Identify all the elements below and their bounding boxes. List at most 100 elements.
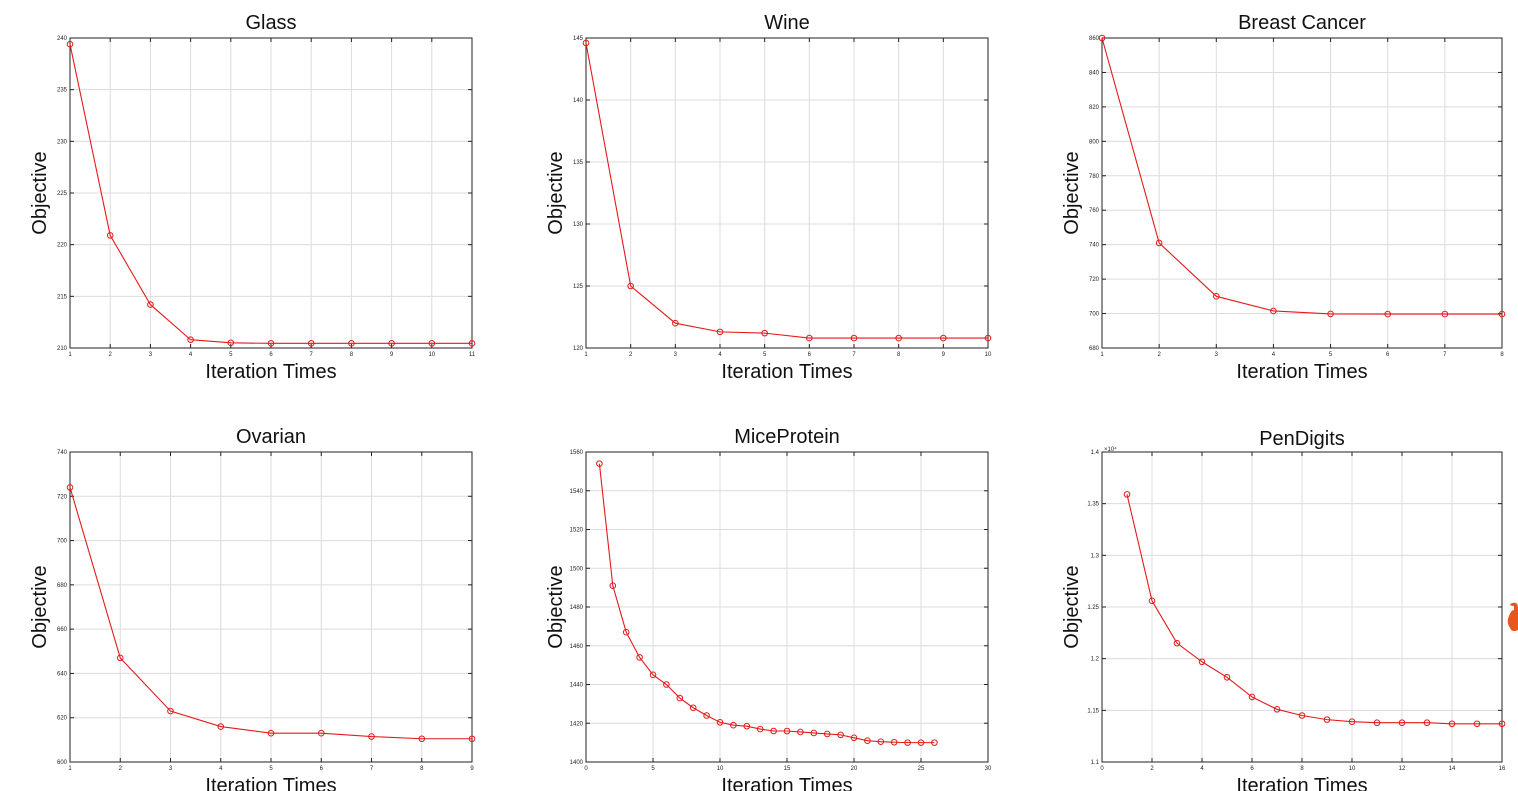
y-tick-label: 225 (57, 191, 68, 197)
x-tick-label: 7 (370, 766, 374, 772)
y-tick-label: 620 (57, 716, 68, 722)
x-tick-label: 3 (149, 352, 153, 358)
x-axis-label: Iteration Times (721, 775, 852, 791)
data-point (850, 734, 858, 742)
x-tick-label: 4 (1272, 352, 1276, 358)
chart-panels: 1 2 3 4 5 6 7 8 9 10 11210215220225230235240GlassI… (29, 12, 1506, 791)
y-tick-label: 740 (1089, 243, 1100, 249)
x-tick-label: 5 (651, 766, 655, 772)
data-point (1248, 693, 1256, 701)
data-point (627, 282, 634, 290)
data-point (1384, 310, 1392, 318)
x-tick-label: 10 (717, 766, 724, 772)
x-tick-label: 9 (942, 352, 946, 358)
data-point (1098, 34, 1106, 42)
data-point (596, 460, 603, 467)
data-point (672, 319, 679, 327)
data-point (428, 340, 436, 347)
x-tick-label: 30 (985, 766, 992, 772)
x-tick-label: 1 (584, 352, 588, 358)
x-tick-label: 7 (1443, 352, 1447, 358)
chart-panel-2: 1 2 3 4 5 6 7 8 9 10 120 125 130 135 140 145 Wine Iterati… (545, 12, 992, 383)
y-tick-label: 1540 (570, 489, 584, 495)
y-tick-label: 720 (57, 494, 68, 500)
x-tick-label: 25 (918, 766, 925, 772)
y-tick-label: 235 (57, 88, 68, 94)
x-tick-label: 6 (808, 352, 812, 358)
y-tick-label: 1420 (570, 721, 584, 727)
data-point (1298, 712, 1306, 719)
data-point (890, 738, 898, 746)
y-tick-label: 820 (1089, 105, 1100, 111)
data-point (636, 654, 643, 661)
data-point (317, 729, 325, 737)
x-tick-label: 10 (428, 352, 435, 358)
y-tick-label: 700 (1089, 312, 1100, 318)
data-point (468, 340, 476, 347)
x-tick-label: 4 (1200, 766, 1204, 772)
data-point (850, 334, 858, 342)
data-point (716, 718, 724, 726)
watermark-logo-icon (1507, 602, 1518, 632)
x-tick-label: 8 (420, 766, 424, 772)
x-tick-label: 6 (269, 352, 273, 358)
x-tick-label: 8 (1500, 352, 1504, 358)
data-point (761, 329, 768, 337)
x-tick-label: 4 (189, 352, 193, 358)
y-tick-label: 860 (1089, 36, 1100, 42)
x-tick-label: 7 (852, 352, 856, 358)
data-point (1273, 706, 1281, 713)
data-point (66, 484, 74, 491)
data-point (582, 39, 590, 47)
y-tick-label: 210 (57, 346, 68, 352)
data-point (1270, 307, 1277, 315)
x-tick-label: 2 (629, 352, 633, 358)
data-point (622, 628, 630, 636)
chart-panel-6: 0 2 4 6 8 10 12 14 16 1.1 1.15 1.2 1.25 1.3 1.35 1.4 ×10… (1061, 428, 1506, 791)
data-point (1223, 673, 1231, 681)
x-tick-label: 2 (109, 352, 113, 358)
chart-panel-5: 0 5 10 15 20 25 301400142014401460148015001520… (545, 426, 992, 791)
chart-title: PenDigits (1259, 428, 1345, 450)
y-tick-label: 145 (573, 36, 584, 42)
y-tick-label: 1.35 (1087, 502, 1099, 508)
x-tick-label: 12 (1399, 766, 1406, 772)
data-point (116, 654, 124, 662)
data-point (940, 334, 947, 342)
y-tick-label: 700 (57, 539, 68, 545)
data-point (1323, 716, 1331, 723)
chart-panel-3: 1 2 3 4 5 6 7 8 680 700 720 740 760 780 800 820 840 860 Br… (1061, 12, 1506, 383)
y-axis-label: Objective (29, 565, 51, 648)
data-point (676, 694, 684, 702)
data-point (227, 339, 235, 347)
y-exponent-label: ×10⁴ (1104, 446, 1117, 453)
data-point (770, 727, 777, 735)
data-point (917, 739, 925, 746)
y-tick-label: 1.1 (1091, 760, 1100, 766)
data-point (823, 730, 831, 738)
y-tick-label: 1.25 (1087, 605, 1099, 611)
data-point (609, 582, 617, 589)
data-point (864, 737, 871, 744)
data-point (1155, 239, 1163, 247)
x-tick-label: 1 (1100, 352, 1104, 358)
y-axis-label: Objective (545, 565, 567, 648)
data-point (348, 340, 355, 347)
y-tick-label: 660 (57, 627, 68, 633)
data-point (468, 735, 476, 743)
x-tick-label: 16 (1499, 766, 1506, 772)
data-point (703, 712, 710, 719)
x-tick-label: 20 (851, 766, 858, 772)
data-point (1123, 491, 1131, 498)
x-tick-label: 1 (68, 766, 72, 772)
data-point (1348, 718, 1356, 726)
y-tick-label: 680 (57, 583, 68, 589)
y-tick-label: 135 (573, 160, 584, 166)
x-tick-label: 2 (119, 766, 123, 772)
x-tick-label: 11 (469, 352, 476, 358)
series-line (1101, 37, 1502, 315)
x-tick-label: 3 (169, 766, 173, 772)
data-point (267, 729, 275, 737)
data-point (1441, 310, 1449, 318)
data-point (418, 735, 426, 743)
